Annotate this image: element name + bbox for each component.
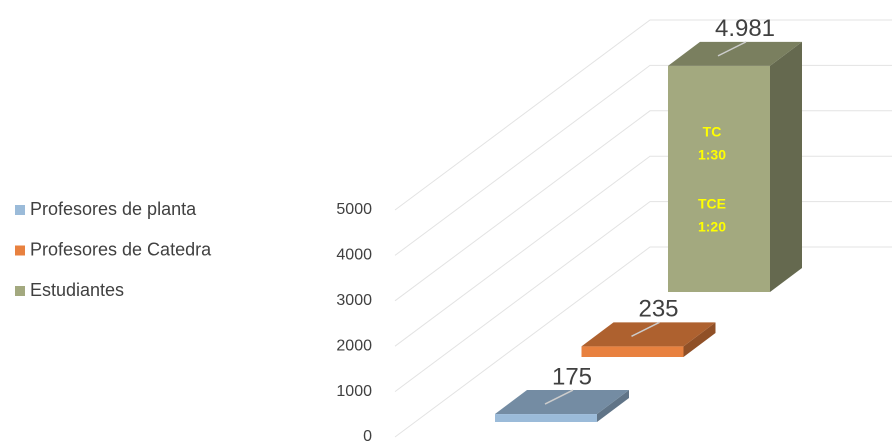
leader-line: [717, 41, 747, 57]
y-tick-label: 1000: [336, 383, 372, 400]
legend-swatch: [15, 245, 25, 256]
y-tick-label: 4000: [336, 247, 372, 264]
annotation: TC: [703, 124, 722, 140]
grid-line: [394, 110, 892, 302]
grid-line: [394, 201, 892, 393]
annotation: 1:30: [698, 147, 726, 163]
bar-side: [597, 390, 629, 422]
bar-side: [770, 41, 802, 293]
bar-top: [668, 41, 802, 66]
data-label: 4.981: [715, 15, 775, 42]
bar: [495, 414, 597, 422]
grid-line: [394, 246, 892, 438]
leader-line: [544, 389, 574, 405]
y-tick-label: 3000: [336, 292, 372, 309]
grid-line: [394, 155, 892, 347]
y-tick-label: 5000: [336, 201, 372, 218]
annotation: 1:20: [698, 219, 726, 235]
bar-top: [495, 390, 629, 415]
leader-line: [631, 321, 660, 338]
legend-label: Estudiantes: [30, 280, 124, 300]
y-tick-label: 2000: [336, 337, 372, 354]
annotation: TCE: [698, 196, 726, 212]
bar-top: [581, 322, 716, 347]
legend-label: Profesores de Catedra: [30, 239, 212, 259]
grid-line: [394, 64, 892, 256]
y-tick-label: 0: [363, 428, 372, 445]
legend-swatch: [15, 205, 25, 215]
data-label: 175: [552, 363, 592, 390]
bar: [668, 65, 770, 292]
legend-label: Profesores de planta: [30, 199, 197, 219]
legend-swatch: [15, 286, 25, 296]
grid-line: [394, 19, 892, 211]
bar: [581, 346, 684, 357]
data-label: 235: [638, 296, 678, 323]
bar-side: [683, 322, 716, 357]
